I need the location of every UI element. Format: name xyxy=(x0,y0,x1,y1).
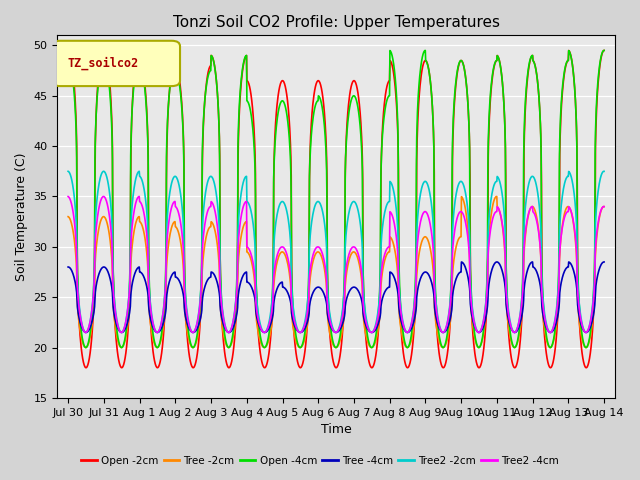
Tree2 -4cm xyxy=(100,193,108,199)
Line: Tree -4cm: Tree -4cm xyxy=(68,262,604,333)
Tree2 -2cm xyxy=(184,313,191,319)
Y-axis label: Soil Temperature (C): Soil Temperature (C) xyxy=(15,152,28,281)
Open -4cm xyxy=(243,98,251,104)
Tree2 -4cm xyxy=(538,262,545,268)
Open -2cm xyxy=(600,48,608,53)
Tree -2cm xyxy=(490,200,497,205)
Tree -4cm xyxy=(82,330,90,336)
Tree2 -2cm xyxy=(136,168,143,174)
Open -4cm xyxy=(422,48,429,53)
Tree2 -4cm xyxy=(600,204,608,209)
Open -4cm xyxy=(420,50,428,56)
Open -2cm xyxy=(244,78,252,84)
Tree -2cm xyxy=(170,219,178,225)
Tree -4cm xyxy=(600,259,608,265)
Tree -4cm xyxy=(244,279,252,285)
Tree2 -4cm xyxy=(118,330,125,336)
Tree2 -2cm xyxy=(64,168,72,174)
Tree -2cm xyxy=(189,345,196,350)
Title: Tonzi Soil CO2 Profile: Upper Temperatures: Tonzi Soil CO2 Profile: Upper Temperatur… xyxy=(173,15,500,30)
Tree -2cm xyxy=(493,193,500,199)
Tree2 -4cm xyxy=(184,318,192,324)
X-axis label: Time: Time xyxy=(321,423,351,436)
Tree -4cm xyxy=(490,263,497,268)
Open -4cm xyxy=(538,151,545,156)
Tree -2cm xyxy=(600,204,608,209)
Tree2 -4cm xyxy=(420,209,428,215)
Tree2 -4cm xyxy=(64,193,72,199)
Open -2cm xyxy=(171,58,179,64)
Tree -2cm xyxy=(184,329,191,335)
Tree2 -4cm xyxy=(490,212,498,218)
Tree2 -2cm xyxy=(244,199,252,205)
Tree2 -2cm xyxy=(538,235,545,240)
Tree -4cm xyxy=(537,286,545,292)
Line: Open -2cm: Open -2cm xyxy=(68,50,604,368)
Tree -2cm xyxy=(64,214,72,219)
Line: Tree -2cm: Tree -2cm xyxy=(68,196,604,348)
Tree -4cm xyxy=(420,270,428,276)
Open -4cm xyxy=(64,58,72,63)
Open -2cm xyxy=(490,67,497,73)
Line: Tree2 -4cm: Tree2 -4cm xyxy=(68,196,604,333)
Tree2 -4cm xyxy=(244,245,252,251)
Tree -2cm xyxy=(420,235,428,241)
Tree2 -2cm xyxy=(171,174,179,180)
Open -2cm xyxy=(64,48,72,53)
Open -2cm xyxy=(184,339,191,345)
Tree2 -2cm xyxy=(420,180,428,185)
Tree -2cm xyxy=(538,264,545,269)
Open -4cm xyxy=(600,48,608,53)
Open -2cm xyxy=(537,132,545,138)
Tree -4cm xyxy=(64,264,72,270)
Tree -4cm xyxy=(171,269,179,275)
Tree2 -4cm xyxy=(171,199,179,204)
Text: TZ_soilco2: TZ_soilco2 xyxy=(67,57,139,70)
Tree2 -2cm xyxy=(260,330,268,336)
Tree2 -2cm xyxy=(600,168,608,174)
Open -4cm xyxy=(184,319,191,324)
Open -4cm xyxy=(490,64,498,70)
Open -2cm xyxy=(420,61,428,67)
Open -4cm xyxy=(368,345,376,350)
Open -2cm xyxy=(82,365,90,371)
Open -4cm xyxy=(170,63,178,69)
Line: Open -4cm: Open -4cm xyxy=(68,50,604,348)
FancyBboxPatch shape xyxy=(52,41,180,86)
Tree -4cm xyxy=(184,322,191,328)
Line: Tree2 -2cm: Tree2 -2cm xyxy=(68,171,604,333)
Legend: Open -2cm, Tree -2cm, Open -4cm, Tree -4cm, Tree2 -2cm, Tree2 -4cm: Open -2cm, Tree -2cm, Open -4cm, Tree -4… xyxy=(77,452,563,470)
Tree -2cm xyxy=(244,250,252,255)
Tree2 -2cm xyxy=(490,183,498,189)
